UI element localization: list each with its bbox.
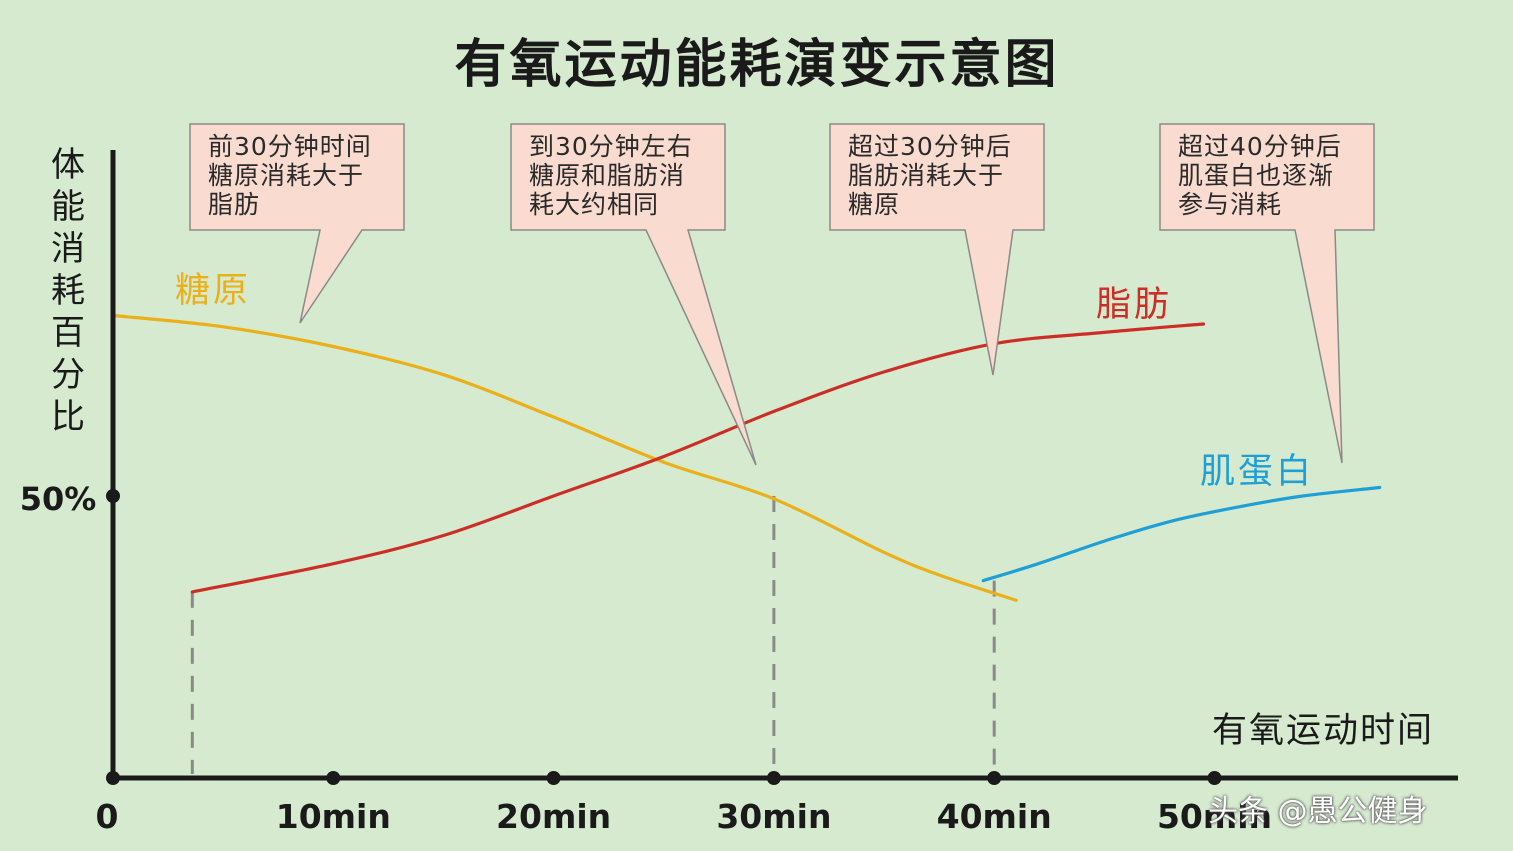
x-tick-label-2: 20min	[496, 797, 611, 836]
watermark: 头条 @愚公健身	[1208, 794, 1428, 829]
series-line-1	[190, 322, 1206, 594]
callout-box-0	[189, 123, 405, 324]
callout-text-1: 到30分钟左右 糖原和脂肪消 耗大约相同	[529, 132, 693, 219]
callout-box-2	[829, 123, 1045, 376]
chart-title: 有氧运动能耗演变示意图	[454, 35, 1059, 95]
y-axis-label-char: 能	[51, 187, 85, 227]
y-tick-label-50: 50%	[20, 480, 97, 518]
x-tick-label-4: 40min	[937, 797, 1052, 836]
x-tick-dot-1	[326, 771, 341, 785]
x-tick-label-0: 0	[96, 797, 119, 836]
axes	[106, 150, 1458, 785]
series-line-0	[111, 313, 1018, 602]
y-axis-label-char: 分	[51, 355, 85, 395]
x-tick-dot-5	[1207, 771, 1222, 785]
series-label-1: 脂肪	[1096, 285, 1172, 325]
y-tick-dot-50	[106, 489, 120, 503]
x-tick-label-3: 30min	[716, 797, 831, 836]
x-tick-dot-2	[546, 771, 561, 785]
x-tick-dot-0	[106, 771, 120, 785]
y-axis-label-char: 耗	[51, 271, 85, 311]
callout-text-0: 前30分钟时间 糖原消耗大于 脂肪	[208, 132, 372, 219]
y-axis-label-char: 百	[51, 313, 85, 353]
series-line-2	[981, 485, 1382, 583]
series-lines	[111, 313, 1382, 602]
x-axis-label: 有氧运动时间	[1212, 711, 1434, 751]
x-tick-dot-4	[987, 771, 1002, 785]
callout-box-1	[510, 123, 757, 466]
x-tick-label-1: 10min	[276, 797, 391, 836]
callouts	[189, 123, 1375, 466]
series-label-2: 肌蛋白	[1200, 452, 1314, 492]
y-axis-label: 体能消耗百分比	[51, 145, 85, 437]
series-label-0: 糖原	[175, 271, 251, 311]
y-axis-label-char: 体	[51, 145, 85, 185]
y-axis-label-char: 消	[51, 229, 85, 269]
chart-text: 0 10min 20min 30min 40min 50min 50% 有氧运动能耗演变示意图…	[20, 35, 1434, 836]
y-axis-label-char: 比	[51, 397, 85, 437]
callout-text-3: 超过40分钟后 肌蛋白也逐渐 参与消耗	[1178, 132, 1342, 219]
callout-box-3	[1159, 123, 1375, 464]
x-tick-dot-3	[766, 771, 781, 785]
guide-lines	[190, 496, 996, 774]
x-tick-label-5: 50min	[1157, 797, 1272, 836]
callout-text-2: 超过30分钟后 脂肪消耗大于 糖原	[848, 132, 1012, 219]
